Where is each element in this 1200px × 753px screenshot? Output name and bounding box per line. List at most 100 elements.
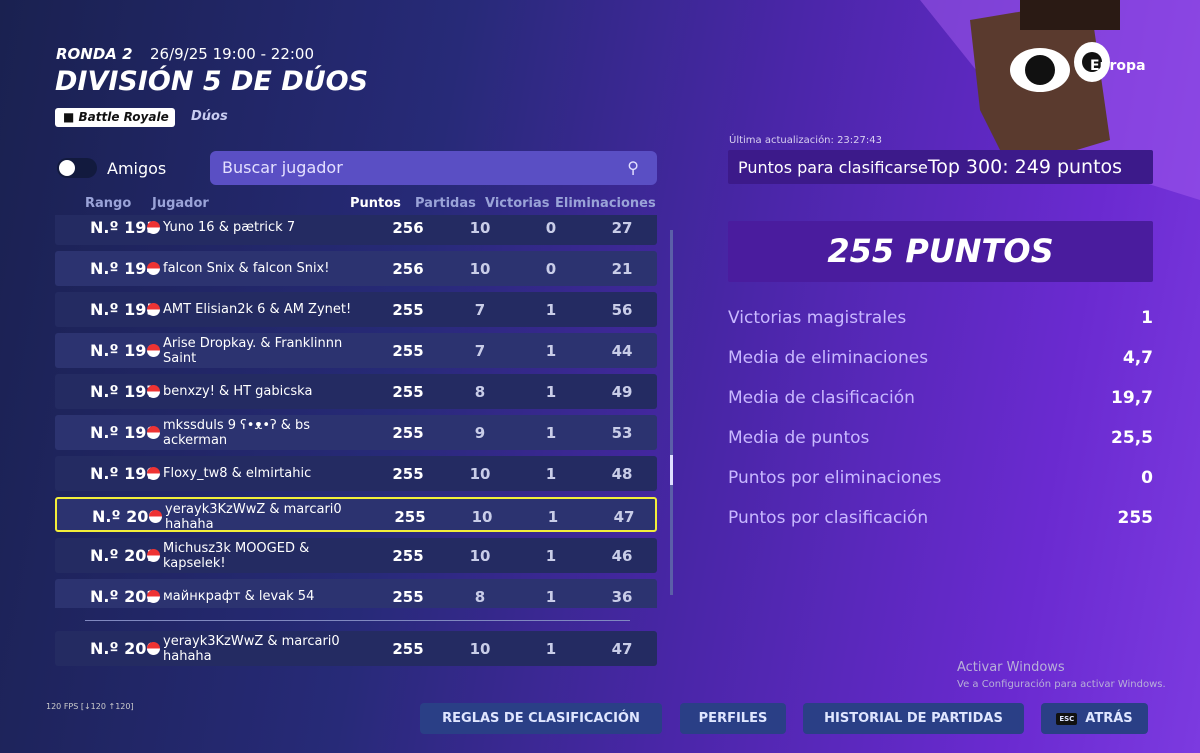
column-header: Victorias (485, 196, 550, 211)
button-label: PERFILES (698, 711, 768, 726)
total-points: 255 PUNTOS (728, 221, 1153, 282)
stat-cell: 256 (392, 218, 424, 237)
player-cell: Yuno 16 & pætrick 7 (147, 215, 372, 245)
stat-label: Puntos por clasificación (728, 508, 929, 528)
qualify-label: Puntos para clasificarse (738, 157, 928, 177)
fps: 120 FPS [↓120 ↑120] (46, 702, 134, 711)
stat-cell: 49 (611, 382, 633, 401)
stat-cell: 1 (545, 587, 557, 606)
leaderboard-row[interactable]: N.º 196 Arise Dropkay. & Franklinnn Saint… (55, 333, 657, 368)
flag (147, 549, 160, 562)
stat-cell: 0 (545, 218, 557, 237)
stat-cell: 255 (394, 507, 426, 526)
stat-row: Media de clasificación 19,7 (728, 388, 1153, 412)
datetime: 26/9/25 19:00 - 22:00 (150, 45, 314, 63)
scrollbar[interactable] (670, 230, 673, 595)
button[interactable]: REGLAS DE CLASIFICACIÓN (420, 703, 662, 734)
stat-row: Media de eliminaciones 4,7 (728, 348, 1153, 372)
leaderboard-row[interactable]: N.º 194 falcon Snix & falcon Snix! 256 10 0 2… (55, 251, 657, 286)
player-cell: Arise Dropkay. & Franklinnn Saint (147, 333, 372, 368)
stat-cell: 21 (611, 259, 633, 278)
qualify-value: Top 300: 249 puntos (927, 156, 1123, 178)
flag (147, 221, 160, 234)
flag (147, 426, 160, 439)
column-header: Eliminaciones (555, 196, 656, 211)
flag (147, 467, 160, 480)
player-cell: yerayk3KzWwZ & marcari0 hahaha (147, 631, 372, 666)
stat-cell: 9 (474, 423, 486, 442)
leaderboard: N.º 193 Yuno 16 & pætrick 7 256 10 0 27 N.º 19… (55, 215, 657, 608)
column-header: Jugador (152, 196, 209, 211)
stat-cell: 36 (611, 587, 633, 606)
stat-cell: 1 (545, 423, 557, 442)
players: Floxy_tw8 & elmirtahic (163, 466, 312, 481)
toggle[interactable] (57, 158, 97, 178)
button[interactable]: ESC ATRÁS (1041, 703, 1148, 734)
rank: N.º 202 (90, 587, 158, 606)
title: DIVISIÓN 5 DE DÚOS (55, 66, 369, 97)
stat-value: 19,7 (1111, 388, 1153, 408)
stat-cell: 1 (547, 507, 559, 526)
region: Europa (1090, 58, 1146, 74)
stat-cell: 44 (611, 341, 633, 360)
stat-cell: 10 (469, 546, 491, 565)
own-row-wrap: N.º 200 yerayk3KzWwZ & marcari0 hahaha 255… (55, 631, 657, 666)
stat-label: Media de puntos (728, 428, 870, 448)
watermark-title: Activar Windows (957, 660, 1065, 675)
search-placeholder: Buscar jugador (222, 158, 343, 177)
column-header: Puntos (350, 196, 401, 211)
leaderboard-row[interactable]: N.º 193 Yuno 16 & pætrick 7 256 10 0 27 (55, 215, 657, 245)
toggle-label: Amigos (107, 159, 167, 178)
round: RONDA 2 (56, 45, 133, 63)
stat-value: 1 (1141, 308, 1153, 328)
rank: N.º 194 (90, 259, 158, 278)
players: Yuno 16 & pætrick 7 (163, 220, 296, 235)
player-cell: falcon Snix & falcon Snix! (147, 251, 372, 286)
flag (147, 385, 160, 398)
leaderboard-row[interactable]: N.º 200 yerayk3KzWwZ & marcari0 hahaha 255… (55, 497, 657, 532)
leaderboard-row[interactable]: N.º 197 benxzy! & HT gabicska 255 8 1 49 (55, 374, 657, 409)
stat-cell: 1 (545, 639, 557, 658)
stat-cell: 1 (545, 546, 557, 565)
leaderboard-row[interactable]: N.º 200 yerayk3KzWwZ & marcari0 hahaha 255… (55, 631, 657, 666)
player-cell: майнкрафт & levak 54 (147, 579, 372, 608)
leaderboard-row[interactable]: N.º 202 майнкрафт & levak 54 255 8 1 36 (55, 579, 657, 608)
stat-row: Puntos por eliminaciones 0 (728, 468, 1153, 492)
leaderboard-row[interactable]: N.º 199 Floxy_tw8 & elmirtahic 255 10 1 48 (55, 456, 657, 491)
players: benxzy! & HT gabicska (163, 384, 313, 399)
search-box[interactable]: Buscar jugador ⚲ (210, 151, 657, 185)
button[interactable]: HISTORIAL DE PARTIDAS (803, 703, 1024, 734)
rank: N.º 200 (92, 507, 160, 526)
leaderboard-row[interactable]: N.º 201 Michusz3k MOOGED & kapselek! 255 10… (55, 538, 657, 573)
stat-cell: 0 (545, 259, 557, 278)
stat-cell: 255 (392, 382, 424, 401)
stat-cell: 1 (545, 464, 557, 483)
stat-cell: 10 (469, 464, 491, 483)
rank: N.º 199 (90, 464, 158, 483)
leaderboard-row[interactable]: N.º 198 mkssduls 9 ʕ•ᴥ•ʔ & bs ackerman 255… (55, 415, 657, 450)
flag (147, 590, 160, 603)
rank: N.º 201 (90, 546, 158, 565)
player-cell: AMT Elisian2k 6 & AM Zynet! (147, 292, 372, 327)
qualify-box: Puntos para clasificarse Top 300: 249 pun… (728, 150, 1153, 184)
player-cell: yerayk3KzWwZ & marcari0 hahaha (149, 499, 374, 534)
watermark-text: Ve a Configuración para activar Windows. (957, 679, 1166, 690)
stat-row: Puntos por clasificación 255 (728, 508, 1153, 532)
flag (147, 642, 160, 655)
stat-cell: 255 (392, 464, 424, 483)
mode-sub: Dúos (191, 109, 228, 124)
stat-value: 4,7 (1122, 348, 1153, 368)
stat-cell: 47 (611, 639, 633, 658)
player-cell: benxzy! & HT gabicska (147, 374, 372, 409)
leaderboard-row[interactable]: N.º 195 AMT Elisian2k 6 & AM Zynet! 255 7 1 5… (55, 292, 657, 327)
stat-cell: 27 (611, 218, 633, 237)
stat-cell: 1 (545, 382, 557, 401)
column-header: Rango (85, 196, 132, 211)
players: AMT Elisian2k 6 & AM Zynet! (163, 302, 352, 317)
button[interactable]: PERFILES (680, 703, 786, 734)
stat-cell: 46 (611, 546, 633, 565)
flag (147, 344, 160, 357)
flag (149, 510, 162, 523)
players: yerayk3KzWwZ & marcari0 hahaha (163, 633, 340, 664)
